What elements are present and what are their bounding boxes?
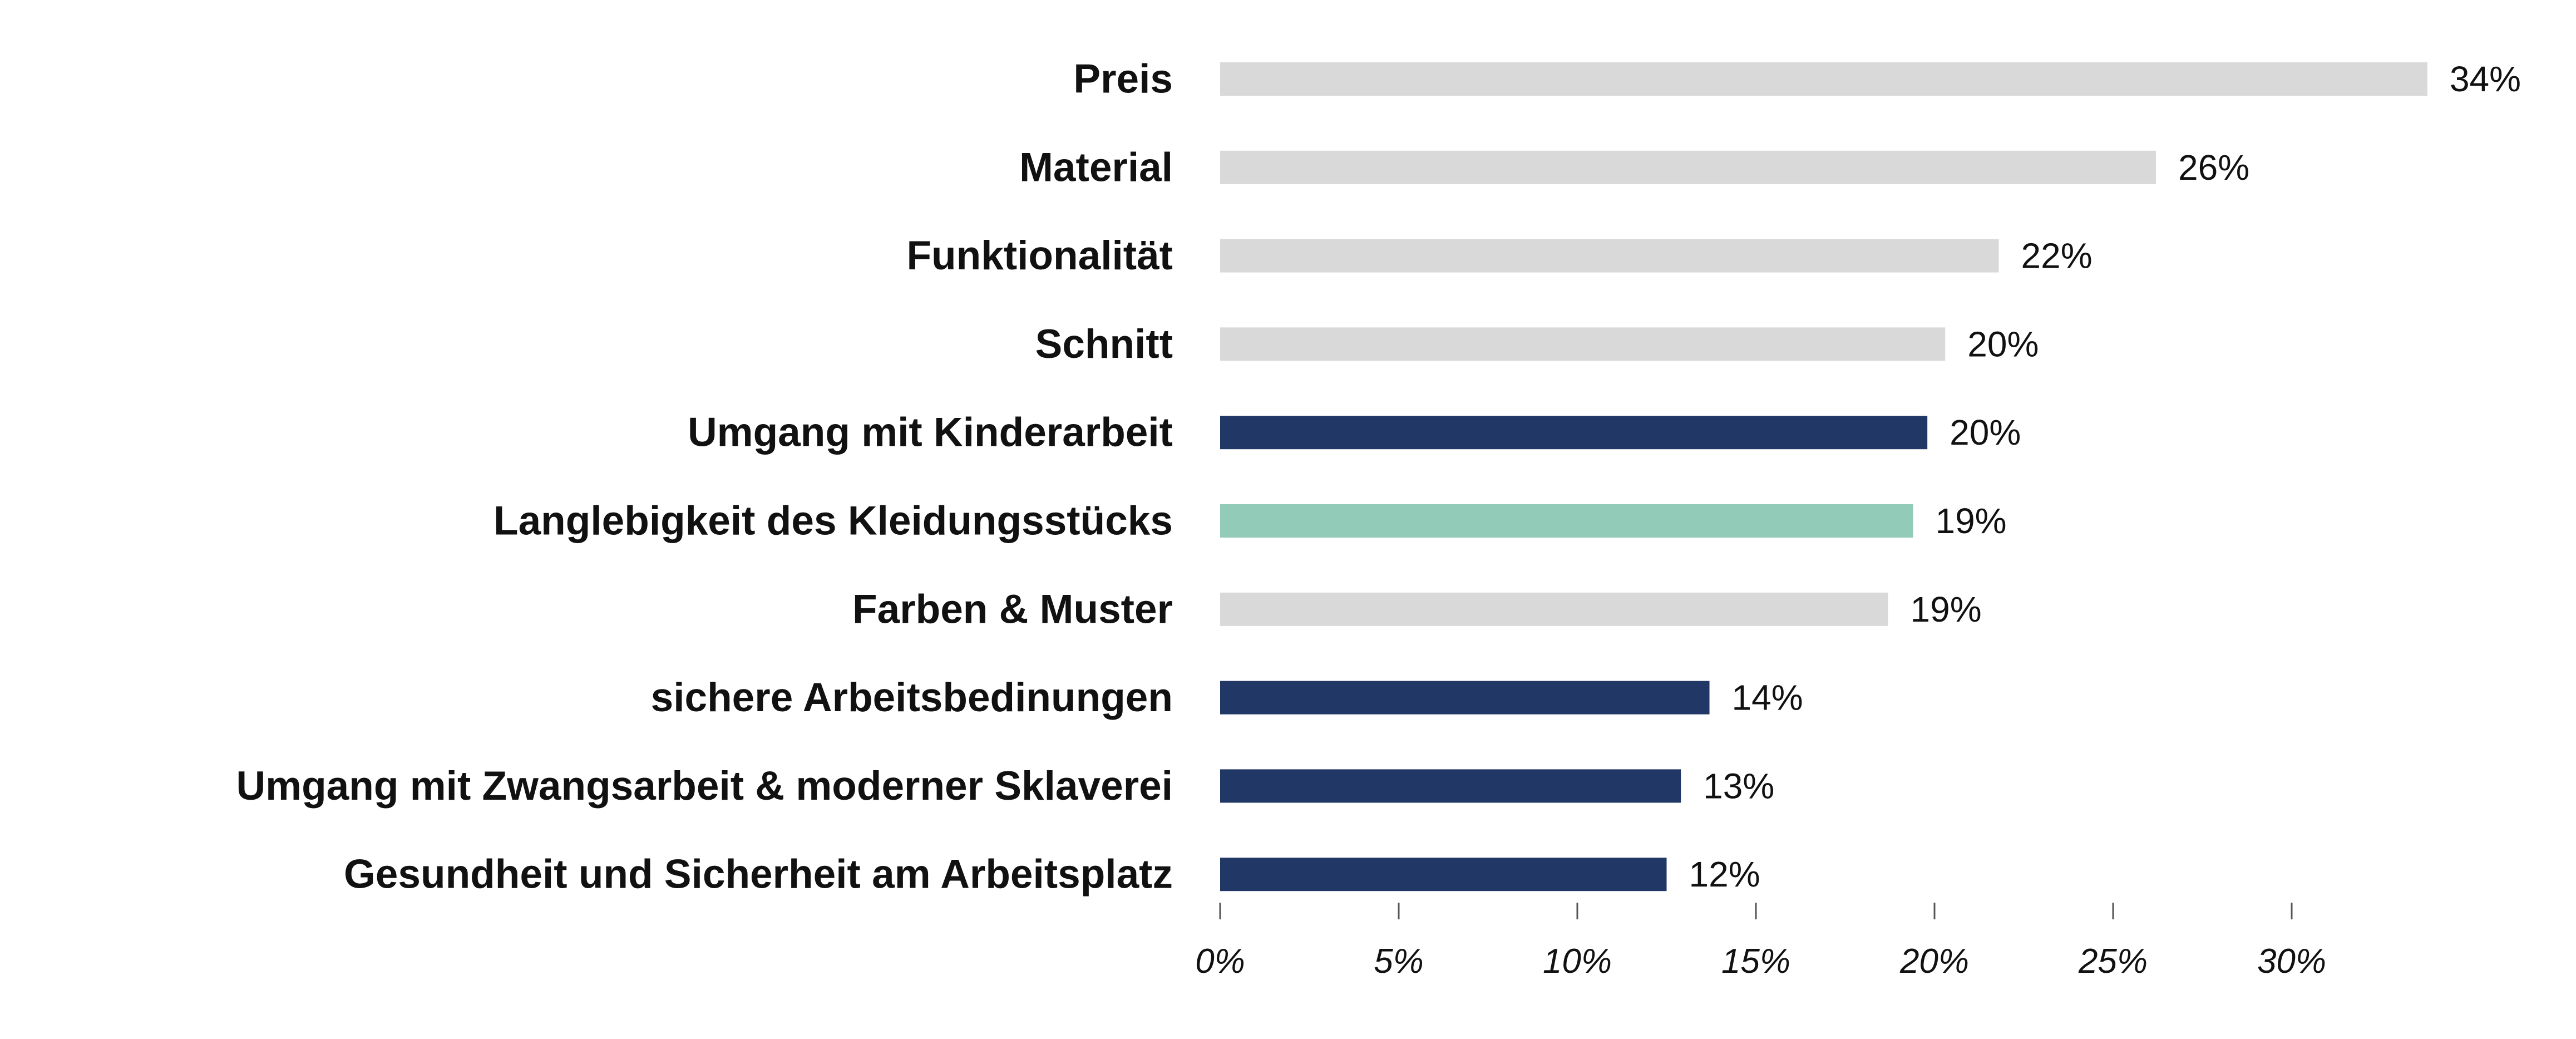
value-label: 34% <box>2450 59 2521 99</box>
value-label: 12% <box>1689 854 1760 894</box>
category-label: Material <box>1019 145 1173 190</box>
value-labels: 34% 26% 22% 20% 20% 19% 19% 14% 13% 12% <box>1689 59 2521 894</box>
category-label: Langlebigkeit des Kleidungsstücks <box>494 499 1173 544</box>
value-label: 19% <box>1911 589 1982 629</box>
x-axis: 0% 5% 10% 15% 20% 25% 30% <box>1195 903 2326 981</box>
category-label: Preis <box>1073 57 1173 102</box>
x-tick-label: 5% <box>1374 942 1424 981</box>
category-label: Funktionalität <box>906 233 1173 278</box>
bar <box>1220 504 1913 538</box>
bar <box>1220 858 1667 892</box>
category-label: Farben & Muster <box>852 587 1173 632</box>
bar <box>1220 592 1888 626</box>
x-tick-label: 30% <box>2257 942 2326 981</box>
value-label: 14% <box>1732 678 1803 718</box>
bar <box>1220 681 1710 715</box>
bar <box>1220 150 2156 184</box>
bars <box>1220 62 2427 892</box>
bar <box>1220 327 1946 361</box>
value-label: 13% <box>1703 766 1774 806</box>
category-label: sichere Arbeitsbedinungen <box>651 675 1173 720</box>
bar <box>1220 416 1928 450</box>
value-label: 22% <box>2021 236 2093 276</box>
bar <box>1220 239 1999 273</box>
x-tick-label: 10% <box>1543 942 1612 981</box>
x-tick-label: 0% <box>1195 942 1245 981</box>
x-tick-label: 25% <box>2078 942 2148 981</box>
category-labels: Preis Material Funktionalität Schnitt Umgang… <box>236 57 1173 897</box>
category-label: Umgang mit Zwangsarbeit & moderner Sklav… <box>236 764 1173 809</box>
value-label: 26% <box>2178 147 2249 188</box>
bar <box>1220 62 2427 96</box>
x-tick-label: 20% <box>1899 942 1969 981</box>
category-label: Schnitt <box>1035 322 1173 367</box>
value-label: 20% <box>1950 412 2021 452</box>
bar <box>1220 769 1681 803</box>
value-label: 19% <box>1935 501 2006 541</box>
category-label: Gesundheit und Sicherheit am Arbeitsplat… <box>344 852 1173 897</box>
value-label: 20% <box>1967 324 2039 364</box>
category-label: Umgang mit Kinderarbeit <box>688 410 1173 455</box>
x-tick-label: 15% <box>1721 942 1790 981</box>
